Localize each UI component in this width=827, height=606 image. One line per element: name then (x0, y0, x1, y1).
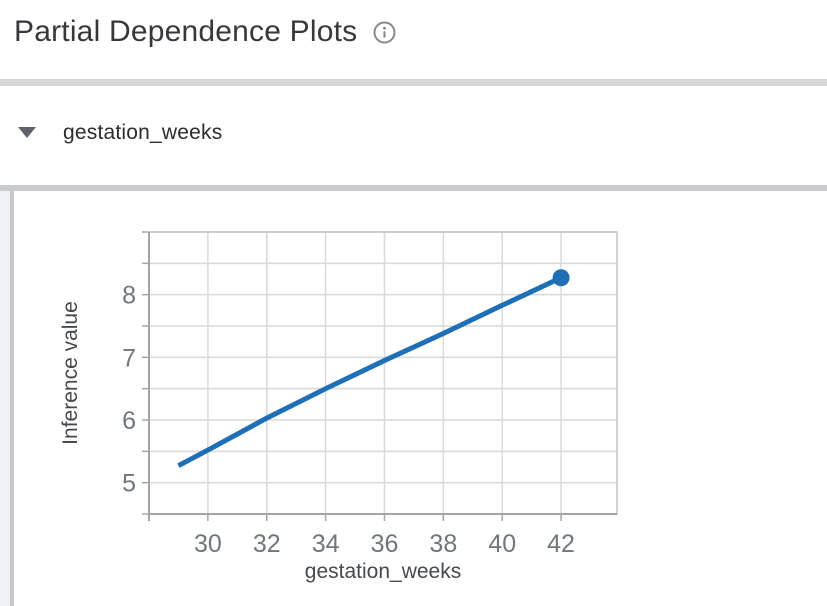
left-gutter-border (10, 191, 14, 606)
x-tick-label: 40 (488, 530, 516, 558)
feature-label: gestation_weeks (63, 120, 223, 144)
x-tick-label: 30 (194, 530, 222, 558)
pdp-line-chart: 30 32 34 36 38 40 42 5 6 7 8 gestation_weeks Inferen… (59, 231, 618, 583)
page-header: Partial Dependence Plots (0, 0, 827, 79)
triangle-down-icon (18, 127, 36, 138)
x-tick-label: 38 (429, 530, 457, 558)
endpoint-marker[interactable] (552, 269, 570, 287)
info-icon[interactable] (373, 21, 396, 44)
x-tick-label: 32 (253, 530, 281, 558)
pdp-chart-section: 30 32 34 36 38 40 42 5 6 7 8 gestation_weeks Inferen… (0, 191, 827, 606)
x-tick-label: 34 (312, 530, 340, 558)
x-tick-label: 36 (371, 530, 399, 558)
y-tick-label: 6 (122, 407, 136, 435)
y-tick-label: 5 (122, 470, 136, 498)
page-title: Partial Dependence Plots (14, 15, 358, 48)
section-divider (0, 79, 827, 86)
y-axis-title: Inference value (59, 301, 82, 445)
left-gutter (0, 191, 10, 606)
feature-section-header[interactable]: gestation_weeks (0, 86, 827, 185)
section-divider (0, 185, 827, 191)
y-tick-label: 7 (122, 344, 136, 372)
y-tick-label: 8 (122, 282, 136, 310)
pdp-curve (177, 275, 563, 468)
plot-border (148, 231, 618, 515)
x-tick-label: 42 (547, 530, 575, 558)
x-axis-title: gestation_weeks (305, 560, 461, 583)
